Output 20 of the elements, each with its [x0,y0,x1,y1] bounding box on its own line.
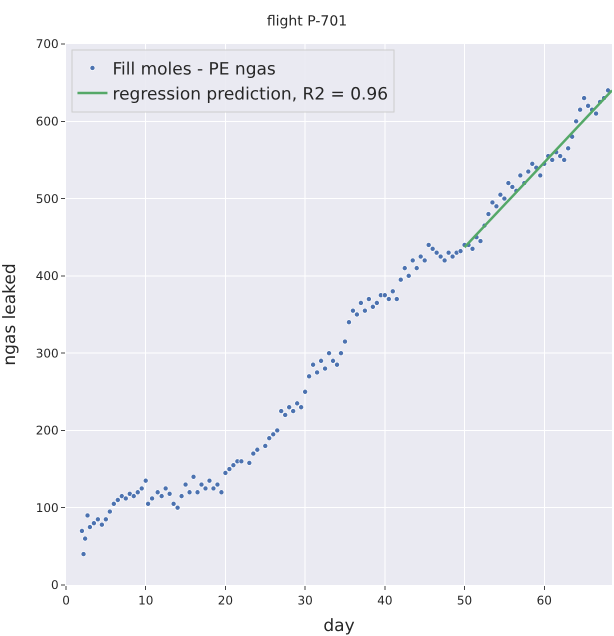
x-tick-label: 10 [138,593,154,608]
legend-label: Fill moles - PE ngas [112,60,276,80]
legend-label: regression prediction, R2 = 0.96 [112,84,388,105]
x-tick-label: 60 [536,593,552,608]
y-tick-label: 400 [36,269,59,284]
y-tick-label: 300 [36,346,59,360]
chart-title: flight P-701 [266,14,348,30]
y-tick-label: 600 [36,114,59,128]
y-tick-label: 500 [36,192,59,206]
x-tick-label: 50 [456,593,472,608]
y-tick-label: 200 [36,424,59,438]
x-tick-label: 30 [297,593,313,608]
y-tick-label: 100 [36,500,59,515]
y-axis-title: ngas leaked [0,263,20,366]
y-tick-label: 0 [50,578,59,592]
x-tick-label: 0 [62,593,70,608]
y-tick-label: 700 [36,37,59,52]
x-axis-title: day [323,616,355,636]
x-tick-label: 20 [218,593,234,608]
x-tick-label: 40 [377,593,392,608]
